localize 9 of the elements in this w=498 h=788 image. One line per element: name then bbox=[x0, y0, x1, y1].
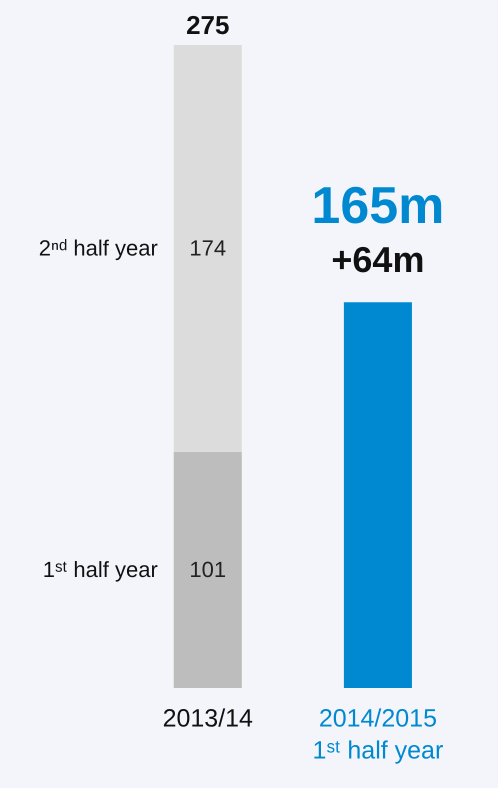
x-tick-label: 2014/2015 1ˢᵗ half year bbox=[312, 704, 444, 764]
annotation: +64m bbox=[331, 239, 424, 280]
series-label: 2ⁿᵈ half year bbox=[38, 235, 158, 260]
total-label: 275 bbox=[186, 10, 230, 40]
series-label: 1ˢᵗ half year bbox=[42, 556, 158, 582]
x-tick-label: 2013/14 bbox=[162, 704, 254, 732]
data-label: 165m bbox=[311, 177, 444, 236]
data-label: 174 bbox=[189, 235, 226, 260]
data-label: 101 bbox=[189, 556, 226, 582]
